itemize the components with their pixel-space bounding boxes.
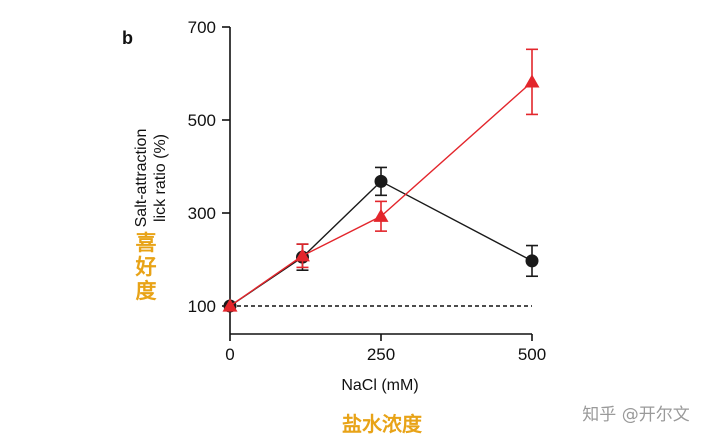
y-axis-title-line-1: Salt-attraction xyxy=(133,129,150,228)
watermark: 知乎 @开尔文 xyxy=(582,405,689,425)
y-tick-label: 300 xyxy=(188,204,216,223)
data-point-triangle xyxy=(222,298,238,312)
y-annotation-char-2: 好 xyxy=(135,255,157,279)
series-line xyxy=(229,81,533,307)
data-point-triangle xyxy=(294,248,310,262)
y-annotation-char-1: 喜 xyxy=(136,231,157,255)
data-point-triangle xyxy=(524,74,540,88)
data-point-circle xyxy=(525,254,539,268)
y-tick-label: 700 xyxy=(188,18,216,37)
y-annotation-cn: 喜 好 度 xyxy=(135,231,157,303)
y-annotation-char-3: 度 xyxy=(136,279,157,303)
x-tick-label: 0 xyxy=(225,345,234,364)
series-black-circles xyxy=(223,166,539,313)
series-line xyxy=(229,180,533,307)
y-axis-title-line-2: lick ratio (%) xyxy=(152,134,169,222)
series xyxy=(222,48,540,313)
y-ticks: 100 300 500 700 xyxy=(188,18,230,316)
y-tick-label: 100 xyxy=(188,297,216,316)
x-axis-title: NaCl (mM) xyxy=(341,377,418,394)
x-ticks: 0 250 500 xyxy=(225,334,546,364)
data-point-triangle xyxy=(373,208,389,222)
data-point-circle xyxy=(374,174,388,188)
x-tick-label: 500 xyxy=(518,345,546,364)
x-tick-label: 250 xyxy=(367,345,395,364)
x-annotation-cn: 盐水浓度 xyxy=(342,412,423,436)
y-tick-label: 500 xyxy=(188,111,216,130)
panel-label: b xyxy=(122,28,133,48)
series-red-triangles xyxy=(222,48,540,312)
y-axis-title: Salt-attraction lick ratio (%) xyxy=(133,129,169,228)
